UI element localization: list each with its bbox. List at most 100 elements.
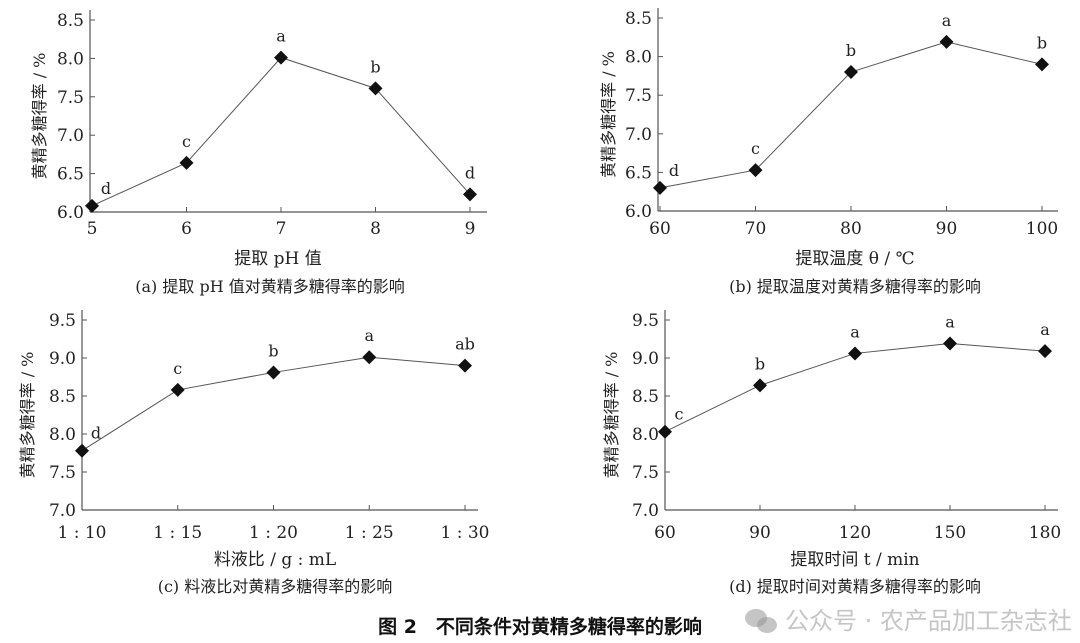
x-tick-label: 5 xyxy=(87,219,98,239)
y-tick-label: 8.0 xyxy=(57,49,84,69)
figure-title: 图 2 不同条件对黄精多糖得率的影响 xyxy=(378,616,702,638)
point-label: a xyxy=(850,322,860,341)
x-tick-label: 6 xyxy=(181,219,192,239)
panel-caption: (b) 提取温度对黄精多糖得率的影响 xyxy=(729,277,981,296)
watermark: 公众号 · 农产品加工杂志社 xyxy=(745,606,1072,636)
point-label: c xyxy=(675,405,684,424)
point-label: b xyxy=(1037,33,1047,52)
point-label: a xyxy=(945,313,955,332)
data-point xyxy=(170,382,185,397)
point-label: d xyxy=(91,424,101,443)
x-tick-label: 180 xyxy=(1029,523,1061,543)
y-tick-label: 9.0 xyxy=(49,349,76,369)
y-tick-label: 8.0 xyxy=(632,425,659,445)
data-point xyxy=(748,163,763,178)
x-tick-label: 100 xyxy=(1026,219,1058,239)
y-tick-label: 7.5 xyxy=(625,86,652,106)
data-point xyxy=(753,378,767,393)
point-label: ab xyxy=(455,335,475,354)
point-label: c xyxy=(182,132,191,151)
y-tick-label: 6.0 xyxy=(625,202,652,222)
panel-caption: (c) 料液比对黄精多糖得率的影响 xyxy=(158,577,393,596)
point-label: b xyxy=(268,341,278,360)
y-axis-label: 黄精多糖得率 / % xyxy=(599,51,618,178)
data-point xyxy=(1038,344,1052,359)
y-tick-label: 6.5 xyxy=(57,165,84,185)
y-tick-label: 6.5 xyxy=(625,163,652,183)
x-tick-label: 1 : 15 xyxy=(153,523,202,543)
y-tick-label: 9.5 xyxy=(632,311,659,331)
point-label: a xyxy=(942,11,952,30)
x-axis-label: 提取时间 t / min xyxy=(790,550,919,570)
y-axis-label: 黄精多糖得率 / % xyxy=(602,352,621,479)
x-axis-label: 提取温度 θ / ℃ xyxy=(795,249,914,269)
y-tick-label: 8.5 xyxy=(49,387,76,407)
data-point xyxy=(653,180,667,195)
panel-caption: (a) 提取 pH 值对黄精多糖得率的影响 xyxy=(135,277,404,296)
y-tick-label: 7.5 xyxy=(632,463,659,483)
point-label: a xyxy=(364,326,374,345)
x-tick-label: 60 xyxy=(649,219,671,239)
x-tick-label: 80 xyxy=(840,219,862,239)
data-point xyxy=(274,50,288,65)
y-tick-label: 7.5 xyxy=(49,463,76,483)
y-tick-label: 7.0 xyxy=(632,501,659,521)
data-point xyxy=(266,365,281,380)
data-point xyxy=(85,198,99,213)
y-axis-label: 黄精多糖得率 / % xyxy=(30,53,49,180)
x-tick-label: 7 xyxy=(276,219,287,239)
x-tick-label: 90 xyxy=(936,219,958,239)
y-tick-label: 6.0 xyxy=(57,203,84,223)
x-tick-label: 120 xyxy=(839,523,871,543)
point-label: c xyxy=(751,139,760,158)
watermark-text: 公众号 · 农产品加工杂志社 xyxy=(785,607,1072,635)
point-label: b xyxy=(370,57,380,76)
point-label: d xyxy=(669,161,679,180)
x-tick-label: 8 xyxy=(370,219,381,239)
x-tick-label: 60 xyxy=(654,523,676,543)
point-label: a xyxy=(276,27,286,46)
x-tick-label: 90 xyxy=(749,523,771,543)
x-axis-label: 提取 pH 值 xyxy=(234,249,322,269)
data-point xyxy=(362,350,377,365)
point-label: d xyxy=(101,179,111,198)
y-tick-label: 8.5 xyxy=(625,9,652,29)
y-tick-label: 7.5 xyxy=(57,88,84,108)
series-line xyxy=(91,57,471,207)
y-tick-label: 7.0 xyxy=(625,125,652,145)
data-point xyxy=(848,346,862,361)
x-tick-label: 70 xyxy=(745,219,767,239)
point-label: c xyxy=(173,359,182,378)
point-label: b xyxy=(755,354,765,373)
data-point xyxy=(1035,57,1049,72)
series-line xyxy=(659,41,1043,189)
data-point xyxy=(943,336,957,351)
panel-caption: (d) 提取时间对黄精多糖得率的影响 xyxy=(729,577,981,596)
data-point xyxy=(458,358,472,373)
y-axis-label: 黄精多糖得率 / % xyxy=(18,352,37,479)
y-tick-label: 7.0 xyxy=(57,126,84,146)
x-tick-label: 1 : 25 xyxy=(345,523,394,543)
point-label: d xyxy=(465,163,475,182)
point-label: a xyxy=(1040,320,1050,339)
y-tick-label: 9.0 xyxy=(632,349,659,369)
y-tick-label: 7.0 xyxy=(49,501,76,521)
y-tick-label: 9.5 xyxy=(49,311,76,331)
x-tick-label: 1 : 30 xyxy=(441,523,490,543)
data-point xyxy=(658,424,672,439)
data-point xyxy=(368,81,383,96)
x-axis-label: 料液比 / g : mL xyxy=(214,550,336,570)
x-tick-label: 1 : 20 xyxy=(249,523,298,543)
x-tick-label: 9 xyxy=(465,219,476,239)
x-tick-label: 150 xyxy=(934,523,966,543)
y-tick-label: 8.5 xyxy=(57,11,84,31)
data-point xyxy=(844,65,858,80)
point-label: b xyxy=(846,41,856,60)
data-point xyxy=(75,443,89,458)
data-point xyxy=(463,187,477,202)
data-point xyxy=(179,155,194,170)
y-tick-label: 8.5 xyxy=(632,387,659,407)
x-tick-label: 1 : 10 xyxy=(58,523,107,543)
